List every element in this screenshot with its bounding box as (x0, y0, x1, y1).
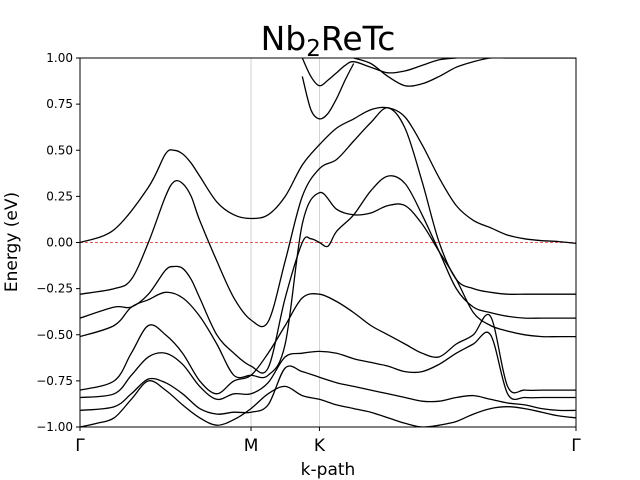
band-line-2 (80, 107, 576, 328)
band-line-4 (80, 191, 576, 379)
y-tick-label: 0.75 (46, 97, 73, 111)
y-tick-label: 0.00 (46, 236, 73, 250)
band-line-7 (80, 365, 576, 415)
band-line-6 (80, 331, 576, 401)
chart-title: Nb2ReTc (261, 19, 396, 62)
band-line-3 (80, 175, 576, 374)
y-axis-title: Energy (eV) (2, 192, 22, 292)
band-line-8 (80, 380, 576, 427)
band-lines (80, 58, 576, 427)
kpoint-label: Γ (571, 436, 581, 456)
x-axis-title: k-path (301, 460, 356, 480)
y-tick-label: 0.25 (46, 189, 73, 203)
band-line-11 (301, 63, 355, 120)
kpoint-label: K (314, 436, 326, 456)
y-tick-label: 0.50 (46, 143, 73, 157)
y-tick-label: −0.50 (36, 328, 73, 342)
band-line-1 (80, 106, 576, 245)
kpoint-label: M (244, 436, 259, 456)
y-tick-label: −0.75 (36, 374, 73, 388)
y-tick-label: 1.00 (46, 51, 73, 65)
y-axis: 1.00 0.75 0.50 0.25 0.00 −0.25 −0.50 −0.75 −1.00 (36, 51, 80, 434)
y-tick-label: −1.00 (36, 420, 73, 434)
band-line-9 (353, 58, 576, 87)
kpoint-label: Γ (75, 436, 85, 456)
y-tick-label: −0.25 (36, 282, 73, 296)
band-line-10 (301, 58, 457, 87)
band-line-5 (80, 293, 576, 395)
